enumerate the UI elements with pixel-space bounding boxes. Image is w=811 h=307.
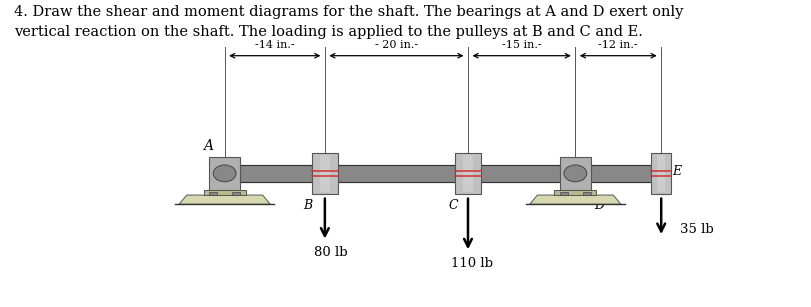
Bar [232, 192, 239, 195]
Bar [454, 153, 480, 194]
Text: 4. Draw the shear and moment diagrams for the shaft. The bearings at A and D exe: 4. Draw the shear and moment diagrams fo… [15, 5, 683, 39]
Polygon shape [179, 195, 270, 204]
Bar [582, 192, 590, 195]
Bar [209, 157, 239, 189]
Text: -15 in.-: -15 in.- [501, 40, 541, 50]
Text: A: A [203, 139, 212, 154]
Bar [320, 155, 329, 192]
Ellipse shape [213, 165, 236, 182]
Ellipse shape [564, 165, 586, 182]
Text: -12 in.-: -12 in.- [598, 40, 637, 50]
Polygon shape [529, 195, 620, 204]
Bar [650, 153, 670, 194]
Text: - 20 in.-: - 20 in.- [375, 40, 418, 50]
Bar [204, 189, 245, 195]
Bar [225, 165, 660, 182]
Text: -14 in.-: -14 in.- [255, 40, 294, 50]
Text: 110 lb: 110 lb [450, 257, 492, 270]
Bar [554, 189, 595, 195]
Text: 80 lb: 80 lb [314, 246, 347, 259]
Bar [656, 155, 664, 192]
Text: 35 lb: 35 lb [680, 223, 713, 236]
Text: D: D [594, 199, 603, 212]
Bar [311, 153, 337, 194]
Bar [560, 157, 590, 189]
Bar [462, 155, 473, 192]
Bar [209, 192, 217, 195]
Text: B: B [303, 199, 312, 212]
Bar [560, 192, 567, 195]
Text: C: C [448, 199, 457, 212]
Text: E: E [672, 165, 681, 178]
